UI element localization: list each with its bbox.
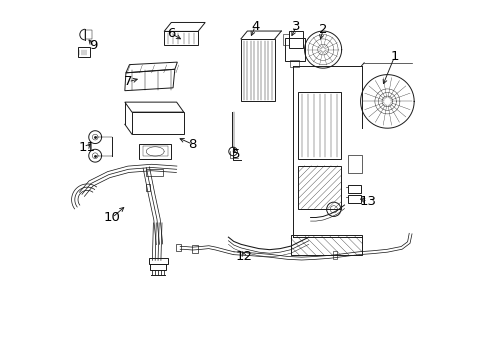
Text: 9: 9	[89, 39, 98, 52]
Bar	[347, 155, 361, 173]
Bar	[150, 264, 166, 270]
Text: 8: 8	[188, 138, 197, 151]
Bar	[347, 185, 360, 193]
Text: 4: 4	[250, 20, 259, 33]
Bar	[85, 30, 91, 39]
Bar	[148, 258, 168, 264]
Text: 10: 10	[103, 211, 121, 224]
Bar	[290, 60, 299, 67]
Bar	[176, 244, 181, 251]
Text: 6: 6	[167, 27, 175, 40]
Bar	[285, 38, 304, 61]
Text: 5: 5	[232, 148, 241, 162]
Bar	[241, 39, 274, 102]
Text: 12: 12	[236, 250, 252, 263]
Bar	[142, 147, 167, 157]
Text: 13: 13	[359, 195, 375, 208]
Bar	[282, 34, 288, 45]
Bar	[298, 93, 340, 158]
Text: 1: 1	[389, 50, 398, 63]
Bar	[332, 251, 337, 258]
Text: 2: 2	[318, 23, 326, 36]
Bar	[132, 112, 183, 134]
Bar	[78, 48, 90, 57]
Bar	[288, 31, 303, 48]
Bar	[347, 195, 360, 203]
Bar	[290, 235, 362, 255]
Bar	[139, 144, 171, 158]
Bar	[164, 31, 198, 45]
Bar	[145, 168, 163, 176]
Bar	[145, 184, 150, 192]
Text: 11: 11	[78, 141, 95, 154]
Bar	[191, 245, 198, 252]
Text: 7: 7	[124, 75, 132, 88]
Bar	[298, 166, 340, 208]
Text: 3: 3	[291, 20, 300, 33]
